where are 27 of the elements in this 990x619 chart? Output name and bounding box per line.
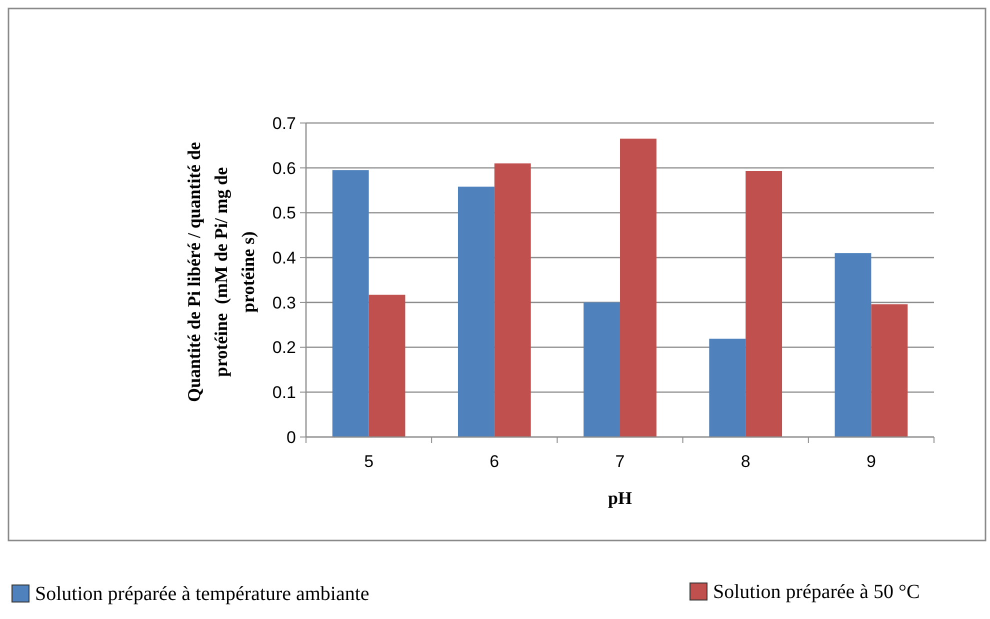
bar [494,163,531,437]
x-axis-title: pH [608,488,632,508]
y-tick-label: 0.1 [272,383,296,402]
y-tick-label: 0.6 [272,158,296,178]
bar [584,302,620,437]
x-tick-label: 9 [866,452,876,471]
bar [709,338,746,437]
bar [834,253,872,437]
x-tick-label: 5 [364,452,374,471]
y-axis-title: Quantité de Pi libéré / quantité de protéine (mM de Pi/ mg de protéine s) [184,142,258,402]
legend-label: Solution préparée à température ambiante [35,583,370,605]
x-tick-label: 6 [490,452,500,471]
bar [368,294,406,437]
y-tick-label: 0.2 [272,338,296,358]
bar [871,304,908,437]
bar [458,186,494,437]
bar [332,170,369,437]
x-tick-label: 8 [740,452,750,471]
y-tick-label: 0.7 [272,114,296,133]
y-tick-label: 0 [286,428,296,447]
bar [620,138,656,437]
legend-label: Solution préparée à 50 °C [713,581,920,603]
y-tick-label: 0.5 [272,204,296,223]
bar [746,170,782,437]
y-tick-label: 0.3 [272,293,296,312]
y-tick-label: 0.4 [272,248,296,268]
x-tick-label: 7 [615,452,625,471]
